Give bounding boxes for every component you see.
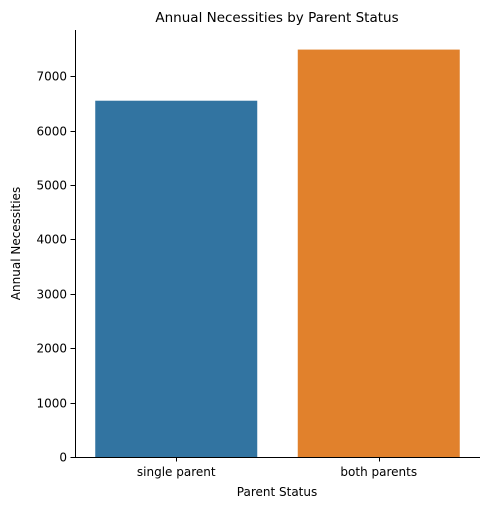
x-tick-label: single parent bbox=[137, 465, 216, 479]
bar-single-parent bbox=[95, 101, 257, 457]
y-tick-label: 5000 bbox=[36, 179, 67, 193]
chart-title: Annual Necessities by Parent Status bbox=[155, 10, 398, 26]
y-tick-label: 0 bbox=[59, 451, 67, 465]
y-axis: 0 1000 2000 3000 4000 5000 6000 7000 bbox=[36, 70, 75, 465]
bar-both-parents bbox=[298, 50, 460, 457]
y-tick-label: 6000 bbox=[36, 125, 67, 139]
y-tick-label: 4000 bbox=[36, 233, 67, 247]
y-tick-label: 3000 bbox=[36, 288, 67, 302]
x-tick-label: both parents bbox=[340, 465, 417, 479]
x-axis: single parent both parents bbox=[137, 457, 417, 479]
y-axis-label: Annual Necessities bbox=[9, 187, 23, 300]
y-tick-label: 7000 bbox=[36, 70, 67, 84]
y-tick-label: 1000 bbox=[36, 397, 67, 411]
x-axis-label: Parent Status bbox=[237, 485, 317, 499]
bars bbox=[95, 50, 460, 457]
y-tick-label: 2000 bbox=[36, 342, 67, 356]
